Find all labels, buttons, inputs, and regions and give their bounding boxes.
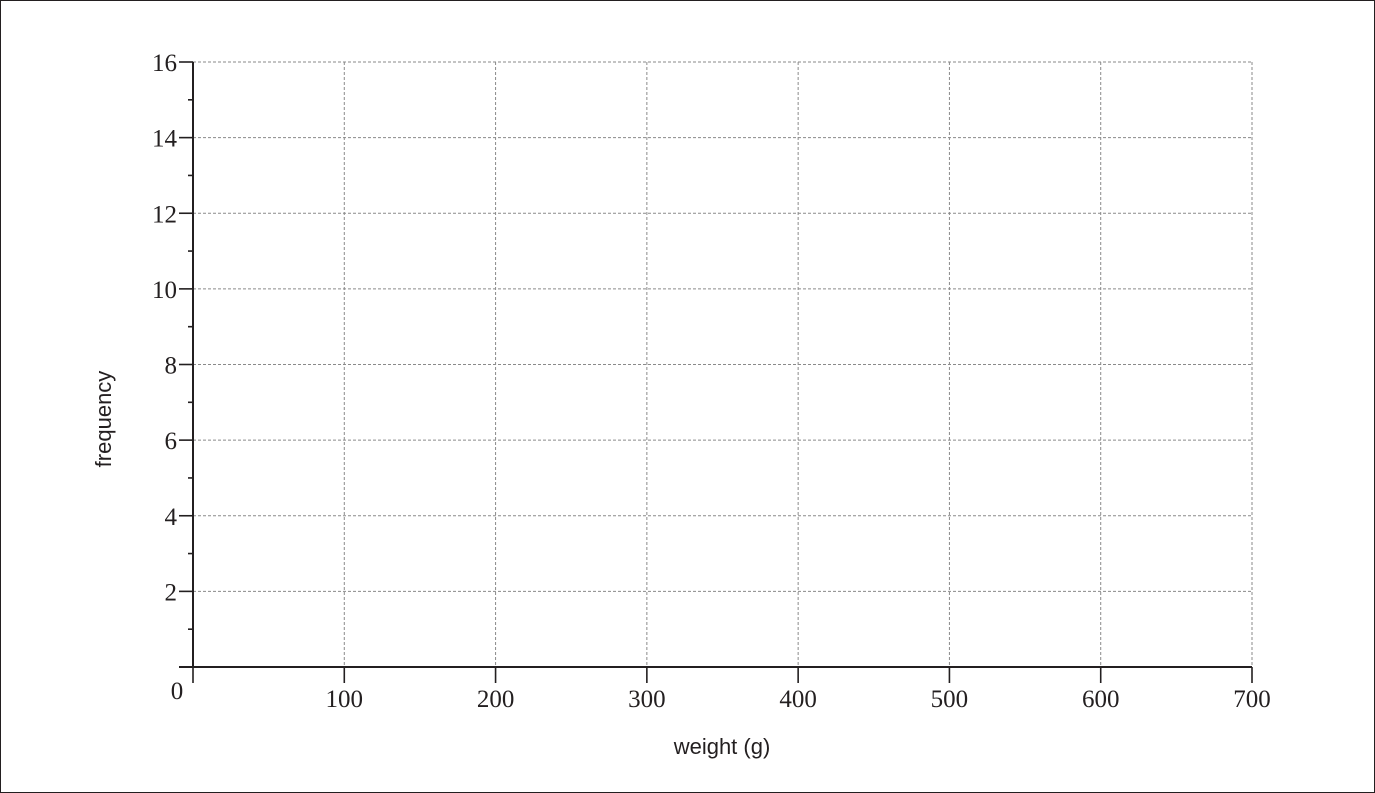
x-axis-title: weight (g)	[673, 734, 771, 759]
x-tick-label: 500	[931, 686, 969, 713]
tick-labels: 2 4 6 8 10 12 14 16 100 200 300 400 500 600 700	[152, 50, 1271, 713]
y-tick-label: 14	[152, 126, 178, 153]
y-tick-label: 12	[152, 201, 177, 228]
x-tick-label: 400	[779, 686, 817, 713]
origin-label: 0	[171, 678, 184, 705]
y-tick-label: 10	[152, 277, 177, 304]
y-tick-label: 4	[165, 504, 178, 531]
x-tick-label: 100	[326, 686, 364, 713]
x-tick-label: 700	[1233, 686, 1271, 713]
x-tick-label: 300	[628, 686, 666, 713]
y-tick-label: 8	[165, 353, 178, 380]
axes	[179, 62, 1252, 668]
x-tick-label: 200	[477, 686, 515, 713]
y-tick-label: 16	[152, 50, 177, 77]
y-tick-label: 6	[165, 428, 178, 455]
y-axis-title: frequency	[91, 371, 116, 468]
axis-ticks	[179, 61, 1253, 683]
grid-lines	[193, 61, 1253, 667]
y-tick-label: 2	[165, 579, 178, 606]
x-tick-label: 600	[1082, 686, 1120, 713]
